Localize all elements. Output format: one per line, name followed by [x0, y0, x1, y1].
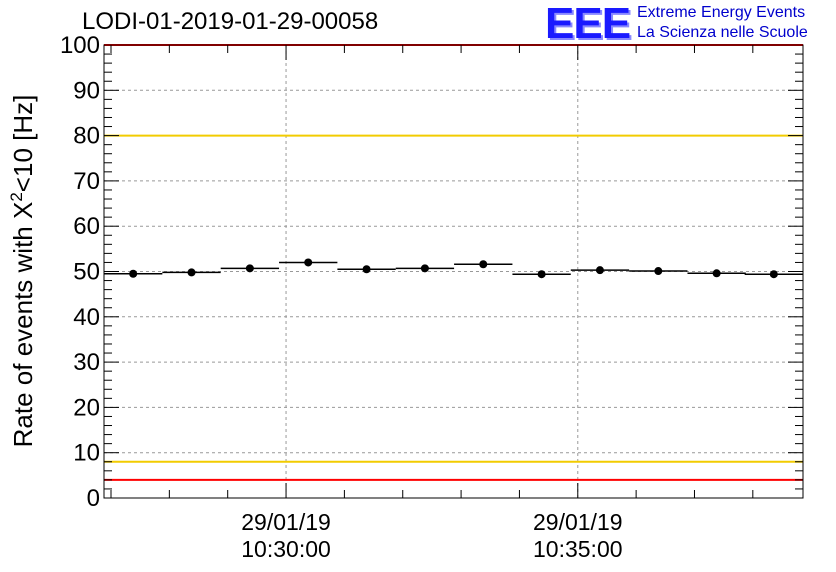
x-tick-label-date: 29/01/19 [533, 509, 623, 535]
x-tick-label-date: 29/01/19 [241, 509, 331, 535]
y-tick-label: 0 [87, 485, 100, 512]
ylabel-main: Rate of events with X [8, 202, 38, 448]
data-point [129, 269, 138, 278]
x-tick-label-time: 10:30:00 [241, 536, 331, 562]
x-tick-label-time: 10:35:00 [533, 536, 623, 562]
data-point [537, 270, 546, 279]
y-tick-label: 30 [73, 349, 100, 376]
y-tick-label: 20 [73, 394, 100, 421]
y-tick-label: 90 [73, 77, 100, 104]
y-tick-label: 70 [73, 168, 100, 195]
y-tick-label: 50 [73, 259, 100, 286]
logo-line-1: Extreme Energy Events [637, 4, 806, 21]
chart-title: LODI-01-2019-01-29-00058 [82, 8, 379, 35]
y-tick-label: 100 [60, 32, 100, 59]
ylabel-sup: 2 [7, 192, 26, 201]
grid-layer [104, 45, 803, 498]
data-point [362, 265, 371, 274]
ylabel-tail: <10 [Hz] [8, 95, 38, 193]
y-tick-label: 40 [73, 304, 100, 331]
data-point [769, 270, 778, 279]
data-point [420, 264, 429, 273]
data-point [595, 266, 604, 275]
axis-ticks [104, 44, 803, 499]
data-point [187, 268, 196, 277]
tick-labels: 010203040506070809010029/01/1910:30:0029… [60, 32, 623, 562]
y-tick-label: 60 [73, 213, 100, 240]
data-point [712, 269, 721, 278]
logo-line-2: La Scienza nelle Scuole [637, 24, 808, 41]
data-point [654, 267, 663, 276]
data-point [479, 260, 488, 269]
eee-logo: EEE [545, 0, 631, 48]
reference-lines [104, 44, 803, 481]
data-series [104, 258, 803, 279]
data-point [245, 264, 254, 273]
data-point [304, 258, 313, 267]
y-tick-label: 10 [73, 440, 100, 467]
y-tick-label: 80 [73, 123, 100, 150]
y-axis-label: Rate of events with X2<10 [Hz] [7, 95, 38, 448]
